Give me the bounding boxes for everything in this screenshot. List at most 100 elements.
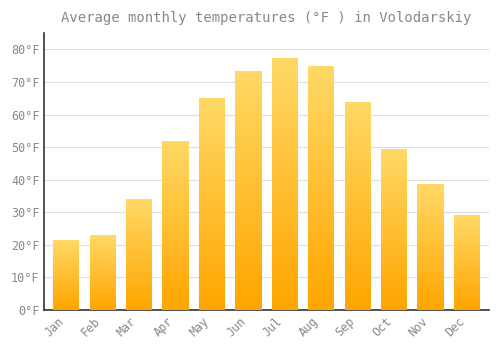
Bar [308,173,334,176]
Bar [53,292,80,293]
Bar [126,273,152,274]
Bar [454,258,480,259]
Bar [308,280,334,283]
Bar [236,157,262,159]
Bar [381,165,407,166]
Bar [126,252,152,253]
Bar [454,305,480,306]
Bar [126,251,152,252]
Bar [381,252,407,253]
Bar [454,269,480,270]
Bar [344,172,371,174]
Bar [162,259,188,261]
Bar [126,219,152,220]
Bar [308,117,334,119]
Bar [162,251,188,252]
Bar [454,229,480,230]
Bar [418,288,444,290]
Bar [90,295,116,296]
Bar [272,292,298,295]
Bar [308,80,334,83]
Bar [308,149,334,151]
Bar [126,209,152,210]
Bar [53,284,80,285]
Bar [272,244,298,247]
Bar [199,109,225,111]
Bar [272,118,298,121]
Bar [381,194,407,195]
Bar [381,189,407,190]
Bar [344,264,371,266]
Bar [126,278,152,279]
Bar [53,293,80,294]
Bar [308,307,334,310]
Bar [454,291,480,292]
Bar [344,135,371,137]
Bar [454,236,480,237]
Bar [454,292,480,293]
Bar [90,299,116,300]
Bar [344,164,371,166]
Bar [381,163,407,165]
Bar [418,291,444,292]
Bar [90,244,116,245]
Bar [236,274,262,276]
Bar [454,246,480,247]
Bar [199,181,225,183]
Bar [344,152,371,154]
Bar [418,238,444,240]
Bar [199,115,225,117]
Bar [272,171,298,174]
Bar [126,272,152,273]
Bar [90,247,116,248]
Bar [418,196,444,197]
Bar [344,262,371,264]
Bar [272,216,298,219]
Bar [454,259,480,260]
Bar [90,288,116,289]
Bar [344,108,371,110]
Bar [162,146,188,147]
Bar [53,307,80,308]
Bar [236,209,262,212]
Bar [126,288,152,289]
Bar [344,208,371,210]
Bar [272,297,298,300]
Bar [236,279,262,281]
Bar [162,196,188,198]
Bar [126,239,152,240]
Bar [126,211,152,212]
Bar [272,267,298,270]
Bar [272,161,298,163]
Bar [344,241,371,243]
Bar [199,219,225,221]
Bar [236,111,262,114]
Bar [236,75,262,78]
Bar [418,308,444,310]
Bar [162,178,188,180]
Bar [199,202,225,204]
Bar [199,223,225,225]
Bar [126,302,152,303]
Bar [344,237,371,239]
Bar [418,223,444,225]
Bar [236,138,262,140]
Bar [381,250,407,252]
Bar [381,287,407,289]
Bar [90,257,116,258]
Bar [418,301,444,302]
Bar [344,253,371,256]
Bar [454,299,480,300]
Bar [236,90,262,92]
Bar [272,176,298,178]
Bar [308,261,334,263]
Bar [454,247,480,248]
Bar [418,240,444,241]
Bar [454,275,480,276]
Bar [418,193,444,195]
Bar [344,125,371,126]
Bar [90,282,116,283]
Bar [308,180,334,183]
Bar [199,121,225,124]
Bar [236,128,262,131]
